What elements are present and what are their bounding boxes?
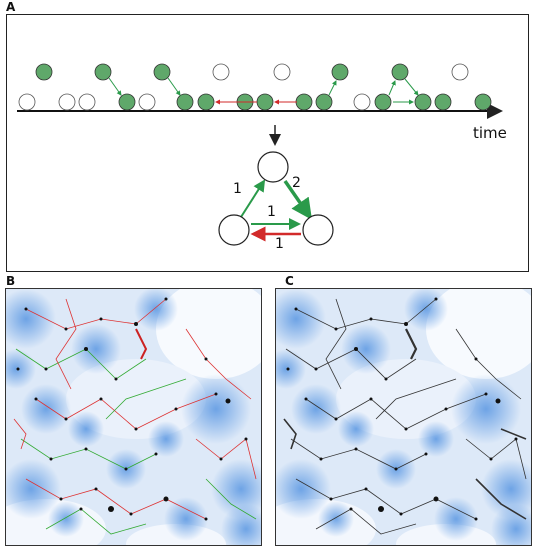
green-arrow xyxy=(108,77,122,96)
node xyxy=(58,93,76,111)
node xyxy=(118,93,136,111)
edge-weight-bottom-top: 1 xyxy=(267,204,276,220)
panel-b-label: B xyxy=(6,274,16,288)
panel-a-frame xyxy=(6,14,529,272)
node xyxy=(353,93,371,111)
node xyxy=(295,93,313,111)
upper-row-nodes xyxy=(35,63,469,81)
node xyxy=(474,93,492,111)
node xyxy=(256,93,274,111)
node xyxy=(78,93,96,111)
lower-row-nodes xyxy=(18,93,492,111)
node xyxy=(197,93,215,111)
edge-left-up xyxy=(240,179,266,218)
time-axis-label: time xyxy=(473,124,507,142)
edge-weight-right: 2 xyxy=(292,175,301,191)
node xyxy=(414,93,432,111)
green-arrow xyxy=(328,80,337,96)
panel-a-label: A xyxy=(6,0,16,14)
triangle-node-left xyxy=(218,214,250,246)
panel-c-network xyxy=(276,289,531,545)
panel-c-label: C xyxy=(285,274,294,288)
edge-right-down xyxy=(283,180,312,220)
panel-c-image xyxy=(275,288,532,546)
node xyxy=(273,63,291,81)
node xyxy=(212,63,230,81)
node xyxy=(315,93,333,111)
node xyxy=(18,93,36,111)
node xyxy=(176,93,194,111)
timeline-arrows xyxy=(108,77,419,105)
triangle-motif xyxy=(218,151,334,246)
green-arrow xyxy=(388,80,396,96)
panel-b-image xyxy=(5,288,262,546)
node xyxy=(35,63,53,81)
node xyxy=(434,93,452,111)
node xyxy=(374,93,392,111)
temporal-network-diagram xyxy=(17,63,503,246)
node xyxy=(138,93,156,111)
green-arrow xyxy=(167,77,181,96)
panel-b-network xyxy=(6,289,261,545)
node xyxy=(153,63,171,81)
edge-weight-bottom-low: 1 xyxy=(275,236,284,252)
node xyxy=(451,63,469,81)
edge-weight-left: 1 xyxy=(233,181,242,197)
node xyxy=(331,63,349,81)
triangle-node-right xyxy=(302,214,334,246)
node xyxy=(94,63,112,81)
triangle-node-top xyxy=(257,151,289,183)
green-arrow xyxy=(404,78,419,96)
node xyxy=(391,63,409,81)
